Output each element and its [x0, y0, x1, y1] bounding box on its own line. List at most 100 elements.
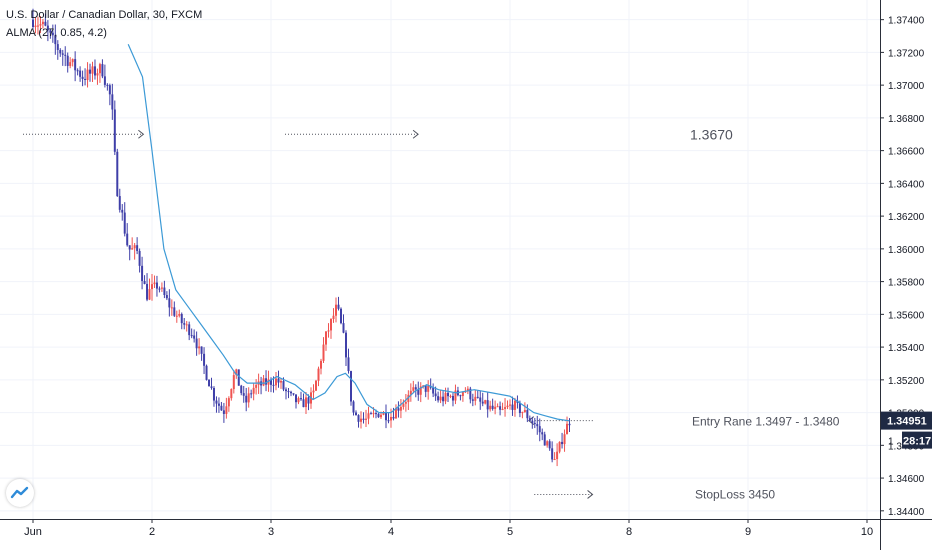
candle-body [434, 393, 437, 397]
candle-body [399, 406, 402, 411]
target-label: 1.3670 [690, 126, 733, 142]
candle-body [255, 384, 258, 388]
candle-body [382, 412, 385, 415]
candle-body [454, 390, 457, 401]
candle-body [518, 402, 521, 414]
candle-body [128, 245, 131, 250]
candle-body [471, 399, 474, 401]
y-tick-label: 1.35400 [888, 343, 925, 354]
candle-body [523, 410, 526, 413]
candle-body [533, 422, 536, 425]
candle-body [509, 404, 511, 406]
y-tick-label: 1.37000 [888, 81, 925, 92]
candle-body [195, 338, 198, 349]
candle-body [494, 406, 497, 409]
candle-body [300, 398, 302, 400]
candle-body [360, 418, 362, 422]
candle-body [121, 209, 124, 213]
y-tick-label: 1.36000 [888, 245, 925, 256]
candle-body [138, 250, 141, 266]
y-tick-label: 1.36200 [888, 212, 925, 223]
candle-body [101, 64, 104, 77]
candle-body [484, 400, 487, 404]
y-tick-label: 1.34600 [888, 474, 925, 485]
candle-body [568, 423, 571, 426]
candle-body [36, 25, 39, 27]
candle-body [337, 304, 340, 309]
candle-body [41, 21, 44, 25]
candle-body [237, 369, 240, 386]
candle-body [220, 405, 223, 411]
candle-body [402, 403, 405, 407]
candle-body [551, 448, 554, 460]
candle-body [282, 381, 285, 390]
candle-body [98, 64, 101, 74]
candle-body [511, 404, 514, 410]
candle-body [272, 384, 275, 386]
candle-body [320, 360, 322, 369]
candle-body [54, 35, 57, 45]
candle-body [362, 418, 365, 420]
price-badge-box [881, 411, 932, 430]
candle-body [225, 406, 228, 414]
y-tick-label-partial: 1 [888, 437, 894, 448]
candle-body [295, 394, 297, 403]
candle-body [563, 434, 566, 445]
candle-body [285, 389, 287, 392]
candle-body [170, 307, 173, 309]
candle-body [322, 344, 325, 361]
candle-body [175, 315, 178, 317]
candle-body [390, 416, 392, 421]
candle-body [504, 407, 507, 409]
candle-body [148, 289, 151, 300]
candle-body [437, 396, 440, 401]
candle-body [126, 233, 129, 246]
candle-body [315, 380, 317, 391]
countdown-value: 28:17 [903, 436, 931, 448]
candle-body [432, 387, 435, 394]
candle-body [521, 412, 524, 414]
candle-body [113, 109, 116, 152]
candle-body [305, 397, 307, 408]
candle-body [528, 418, 531, 421]
candle-body [190, 335, 193, 337]
candle-body [34, 25, 37, 28]
y-tick-label: 1.35200 [888, 376, 925, 387]
candle-body [387, 420, 390, 422]
candle-body [131, 248, 134, 250]
candle-body [342, 323, 345, 333]
candle-body [81, 76, 84, 79]
candle-body [56, 44, 59, 50]
x-tick-label: 8 [626, 526, 632, 538]
candle-body [347, 357, 350, 372]
tradingview-logo[interactable] [6, 479, 34, 507]
candle-body [292, 393, 295, 395]
candle-body [173, 307, 176, 316]
candle-body [340, 308, 342, 324]
candle-body [49, 30, 52, 33]
candle-body [543, 434, 546, 446]
candle-body [230, 389, 233, 399]
candle-body [538, 426, 541, 433]
candle-body [290, 391, 292, 394]
candle-body [394, 408, 397, 419]
candle-body [317, 368, 320, 381]
candles [32, 8, 571, 467]
entry-label: Entry Rane 1.3497 - 1.3480 [692, 415, 840, 429]
x-tick-label: 5 [507, 526, 513, 538]
candle-body [165, 295, 168, 299]
candle-body [265, 378, 268, 385]
candle-body [270, 379, 272, 385]
candle-body [183, 323, 186, 325]
stoploss-arrow-0-head [587, 490, 594, 499]
candle-body [536, 424, 539, 427]
price-badge-value: 1.34951 [887, 416, 927, 428]
candle-body [546, 441, 549, 446]
candle-body [188, 324, 191, 336]
candle-body [46, 25, 49, 31]
chart-legend: U.S. Dollar / Canadian Dollar, 30, FXCM … [6, 6, 202, 42]
annotation-labels: 1.3670 Entry Rane 1.3497 - 1.3480 StopLo… [690, 126, 840, 501]
